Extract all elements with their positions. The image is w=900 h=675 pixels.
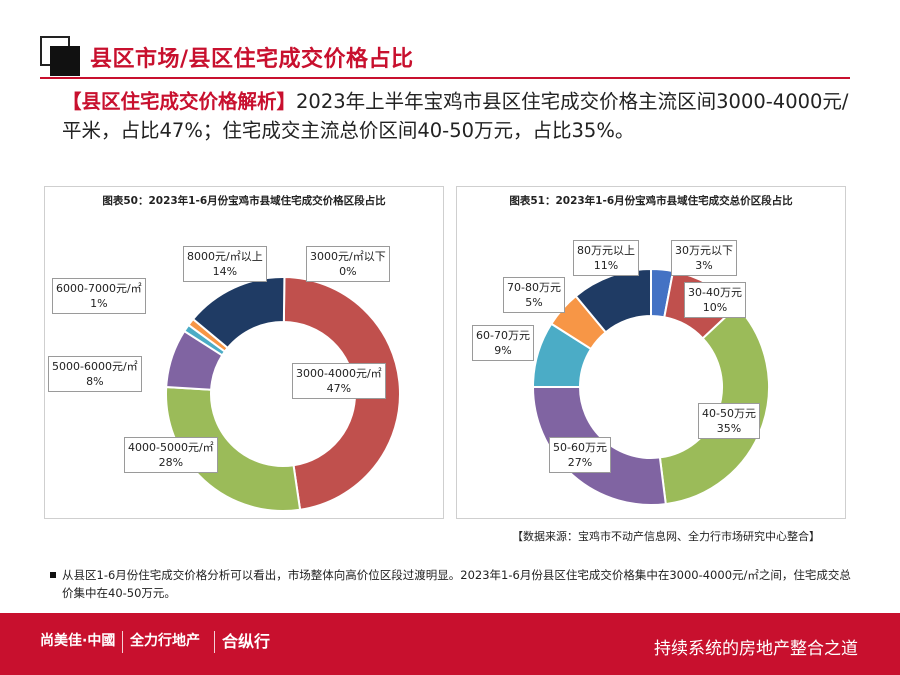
slice-label: 30-40万元 <box>688 286 742 299</box>
slice-percent: 47% <box>326 382 352 395</box>
slice-label: 50-60万元 <box>553 441 607 454</box>
callout-label: 30-40万元 10% <box>684 282 746 318</box>
slice-percent: 5% <box>525 296 543 309</box>
slice-percent: 11% <box>593 259 619 272</box>
analysis-text: 2023年上半年宝鸡市县区住宅成交价格主流区间3000-4000元/平米，占比4… <box>62 90 849 142</box>
slice-percent: 9% <box>494 344 512 357</box>
slice-label: 60-70万元 <box>476 329 530 342</box>
footer-slogan: 持续系统的房地产整合之道 <box>654 639 858 659</box>
slice-label: 80万元以上 <box>577 244 635 257</box>
callout-label: 60-70万元 9% <box>472 325 534 361</box>
donut-slice-6 <box>574 267 652 334</box>
slice-percent: 8% <box>86 375 104 388</box>
footer-bar: 尚美佳·中國 全力行地产 合纵行 持续系统的房地产整合之道 <box>0 613 900 675</box>
data-source-note: 【数据来源：宝鸡市不动产信息网、全力行市场研究中心整合】 <box>512 530 820 543</box>
bullet-icon <box>50 572 56 578</box>
slice-label: 8000元/㎡以上 <box>187 250 263 263</box>
callout-label: 50-60万元 27% <box>549 437 611 473</box>
footer-brand-shangmeijia: 尚美佳·中國 <box>40 633 116 649</box>
slice-percent: 35% <box>716 422 742 435</box>
analysis-paragraph: 【县区住宅成交价格解析】2023年上半年宝鸡市县区住宅成交价格主流区间3000-… <box>62 87 852 145</box>
callout-label: 3000-4000元/㎡ 47% <box>292 363 386 399</box>
footer-brand-quanlixing: 全力行地产 <box>130 633 200 649</box>
page-title: 县区市场/县区住宅成交价格占比 <box>90 47 414 72</box>
summary-text: 从县区1-6月份住宅成交价格分析可以看出，市场整体向高价位区段过渡明显。2023… <box>62 568 851 600</box>
price-range-donut <box>165 275 401 512</box>
callout-label: 30万元以下 3% <box>671 240 737 276</box>
slice-label: 3000元/㎡以下 <box>310 250 386 263</box>
chart-title: 图表51：2023年1-6月份宝鸡市县域住宅成交总价区段占比 <box>509 195 793 207</box>
analysis-tag: 【县区住宅成交价格解析】 <box>62 90 297 113</box>
summary-note: 从县区1-6月份住宅成交价格分析可以看出，市场整体向高价位区段过渡明显。2023… <box>50 566 852 602</box>
title-divider <box>40 77 850 79</box>
slice-label: 70-80万元 <box>507 281 561 294</box>
slice-percent: 10% <box>702 301 728 314</box>
slice-label: 3000-4000元/㎡ <box>296 367 382 380</box>
slice-percent: 0% <box>339 265 357 278</box>
chart-title: 图表50：2023年1-6月份宝鸡市县域住宅成交价格区段占比 <box>102 195 386 207</box>
header-square-fill <box>50 46 80 76</box>
footer-brand-hezongxing: 合纵行 <box>222 632 271 651</box>
callout-label: 4000-5000元/㎡ 28% <box>124 437 218 473</box>
footer-separator <box>122 631 123 653</box>
slice-percent: 14% <box>212 265 238 278</box>
callout-label: 6000-7000元/㎡ 1% <box>52 278 146 314</box>
callout-label: 3000元/㎡以下 0% <box>306 246 390 282</box>
callout-label: 70-80万元 5% <box>503 277 565 313</box>
slice-label: 4000-5000元/㎡ <box>128 441 214 454</box>
slice-percent: 1% <box>90 297 108 310</box>
callout-label: 5000-6000元/㎡ 8% <box>48 356 142 392</box>
slice-label: 40-50万元 <box>702 407 756 420</box>
callout-label: 80万元以上 11% <box>573 240 639 276</box>
price-range-chart: 图表50：2023年1-6月份宝鸡市县域住宅成交价格区段占比 3000元/㎡以下… <box>44 186 444 519</box>
callout-label: 8000元/㎡以上 14% <box>183 246 267 282</box>
donut-slice-2 <box>165 385 302 512</box>
slice-label: 5000-6000元/㎡ <box>52 360 138 373</box>
callout-label: 40-50万元 35% <box>698 403 760 439</box>
slice-percent: 28% <box>158 456 184 469</box>
slice-percent: 3% <box>695 259 713 272</box>
total-price-chart: 图表51：2023年1-6月份宝鸡市县域住宅成交总价区段占比 30万元以下 3%… <box>456 186 846 519</box>
donut-slice-1 <box>282 275 401 511</box>
footer-separator <box>214 631 215 653</box>
donut-slice-6 <box>191 276 286 350</box>
slice-label: 30万元以下 <box>675 244 733 257</box>
donut-slice-2 <box>658 304 770 506</box>
slice-label: 6000-7000元/㎡ <box>56 282 142 295</box>
slice-percent: 27% <box>567 456 593 469</box>
